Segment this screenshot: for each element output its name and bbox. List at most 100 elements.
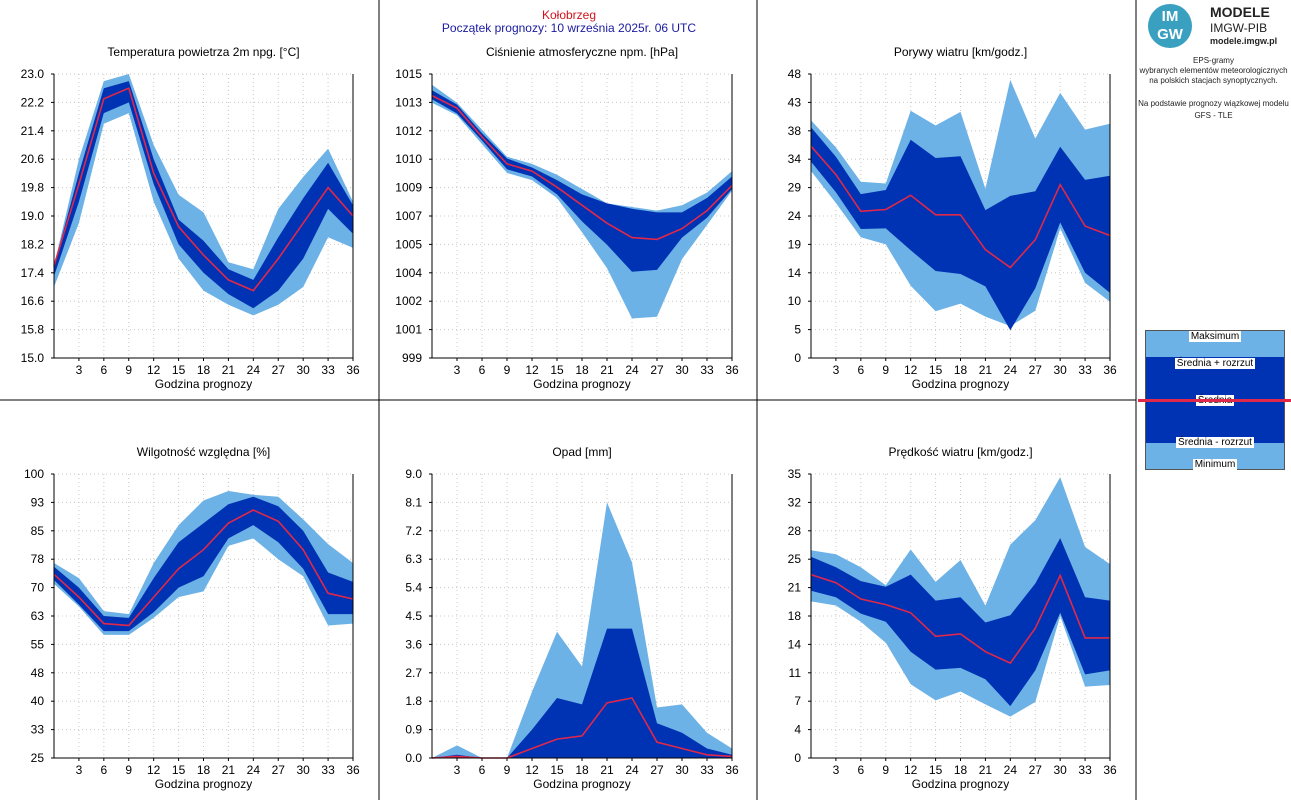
chart-title: Porywy wiatru [km/godz.] — [894, 45, 1027, 59]
y-tick-label: 14 — [788, 266, 802, 280]
x-tick-label: 18 — [954, 363, 968, 377]
x-tick-label: 12 — [147, 763, 161, 777]
x-tick-label: 12 — [147, 363, 161, 377]
x-tick-label: 18 — [575, 763, 589, 777]
y-tick-label: 1009 — [395, 181, 422, 195]
x-tick-label: 6 — [857, 363, 864, 377]
x-tick-label: 21 — [979, 363, 993, 377]
x-tick-label: 18 — [197, 363, 211, 377]
x-tick-label: 36 — [725, 363, 739, 377]
y-tick-label: 10 — [788, 294, 802, 308]
x-tick-label: 36 — [725, 763, 739, 777]
x-tick-label: 12 — [525, 363, 539, 377]
x-tick-label: 30 — [296, 363, 310, 377]
y-tick-label: 25 — [788, 552, 802, 566]
x-tick-label: 24 — [625, 763, 639, 777]
x-tick-label: 3 — [76, 763, 83, 777]
logo-title: MODELE — [1210, 4, 1270, 20]
legend-min: Minimum — [1146, 459, 1284, 470]
legend-max-label: Maksimum — [1188, 331, 1242, 342]
x-tick-label: 15 — [550, 763, 564, 777]
info-line-1: EPS-gramy — [1193, 56, 1234, 65]
chart-title: Ciśnienie atmosferyczne npm. [hPa] — [486, 45, 678, 59]
x-tick-label: 36 — [346, 363, 360, 377]
chart-2: 999 1001 1002 1004 1005 1007 1009 1010 1012 1013 1… — [395, 45, 739, 391]
series-spread-band — [54, 496, 353, 632]
y-tick-label: 1012 — [395, 124, 422, 138]
y-tick-label: 0.0 — [405, 751, 422, 765]
y-tick-label: 35 — [788, 467, 802, 481]
x-tick-label: 9 — [504, 763, 511, 777]
y-tick-label: 6.3 — [405, 552, 422, 566]
x-tick-label: 21 — [600, 363, 614, 377]
y-tick-label: 21 — [788, 581, 802, 595]
legend-lower: Średnia - rozrzut — [1146, 437, 1284, 448]
y-tick-label: 28 — [788, 524, 802, 538]
logo-url[interactable]: modele.imgw.pl — [1210, 36, 1278, 46]
series-mean-line — [810, 573, 1110, 665]
y-tick-label: 20.6 — [21, 152, 45, 166]
x-tick-label: 18 — [954, 763, 968, 777]
info-line-2: wybranych elementów meteorologicznych — [1139, 66, 1288, 75]
x-axis-label: Godzina prognozy — [533, 377, 630, 391]
y-tick-label: 16.6 — [21, 294, 45, 308]
y-tick-label: 5 — [794, 323, 801, 337]
y-tick-label: 70 — [31, 581, 45, 595]
y-tick-label: 17.4 — [21, 266, 45, 280]
x-tick-label: 21 — [979, 763, 993, 777]
y-tick-label: 25 — [31, 751, 45, 765]
x-tick-label: 15 — [172, 763, 186, 777]
x-tick-label: 33 — [321, 363, 335, 377]
imgw-logo[interactable]: IM GW MODELE IMGW-PIB modele.imgw.pl — [1146, 2, 1290, 50]
x-axis-label: Godzina prognozy — [912, 377, 1009, 391]
y-tick-label: 1005 — [395, 237, 422, 251]
y-tick-label: 18.2 — [21, 237, 45, 251]
x-tick-label: 27 — [272, 763, 286, 777]
series-spread-band — [811, 127, 1110, 331]
x-axis-label: Godzina prognozy — [912, 777, 1009, 791]
x-tick-label: 36 — [1103, 363, 1117, 377]
y-tick-label: 34 — [788, 152, 802, 166]
x-tick-label: 30 — [1053, 363, 1067, 377]
x-tick-label: 9 — [125, 363, 132, 377]
info-line-5: GFS - TLE — [1194, 111, 1233, 120]
y-tick-label: 21.4 — [21, 124, 45, 138]
y-tick-label: 4 — [794, 723, 801, 737]
y-tick-label: 3.6 — [405, 637, 422, 651]
x-tick-label: 27 — [272, 363, 286, 377]
y-tick-label: 1007 — [395, 209, 422, 223]
x-axis-label: Godzina prognozy — [533, 777, 630, 791]
y-tick-label: 1002 — [395, 294, 422, 308]
y-tick-label: 43 — [788, 95, 802, 109]
x-tick-label: 27 — [1029, 763, 1043, 777]
y-tick-label: 24 — [788, 209, 802, 223]
x-tick-label: 12 — [904, 363, 918, 377]
x-tick-label: 15 — [929, 763, 943, 777]
x-tick-label: 33 — [700, 763, 714, 777]
x-tick-label: 3 — [454, 763, 461, 777]
x-tick-label: 3 — [833, 763, 840, 777]
x-axis-label: Godzina prognozy — [155, 777, 252, 791]
x-tick-label: 21 — [222, 763, 236, 777]
y-tick-label: 7 — [794, 694, 801, 708]
x-tick-label: 30 — [675, 763, 689, 777]
legend-max: Maksimum — [1146, 331, 1284, 342]
series-spread-band — [54, 81, 353, 309]
x-tick-label: 9 — [882, 763, 889, 777]
y-tick-label: 14 — [788, 637, 802, 651]
series-spread-band — [811, 538, 1110, 707]
x-tick-label: 30 — [296, 763, 310, 777]
x-tick-label: 27 — [650, 763, 664, 777]
x-tick-label: 6 — [100, 363, 107, 377]
legend-min-label: Minimum — [1192, 459, 1238, 470]
x-tick-label: 24 — [1004, 763, 1018, 777]
y-tick-label: 0 — [794, 351, 801, 365]
x-tick-label: 15 — [929, 363, 943, 377]
y-tick-label: 4.5 — [405, 609, 422, 623]
y-tick-label: 38 — [788, 124, 802, 138]
y-tick-label: 9.0 — [405, 467, 422, 481]
y-tick-label: 999 — [402, 351, 422, 365]
